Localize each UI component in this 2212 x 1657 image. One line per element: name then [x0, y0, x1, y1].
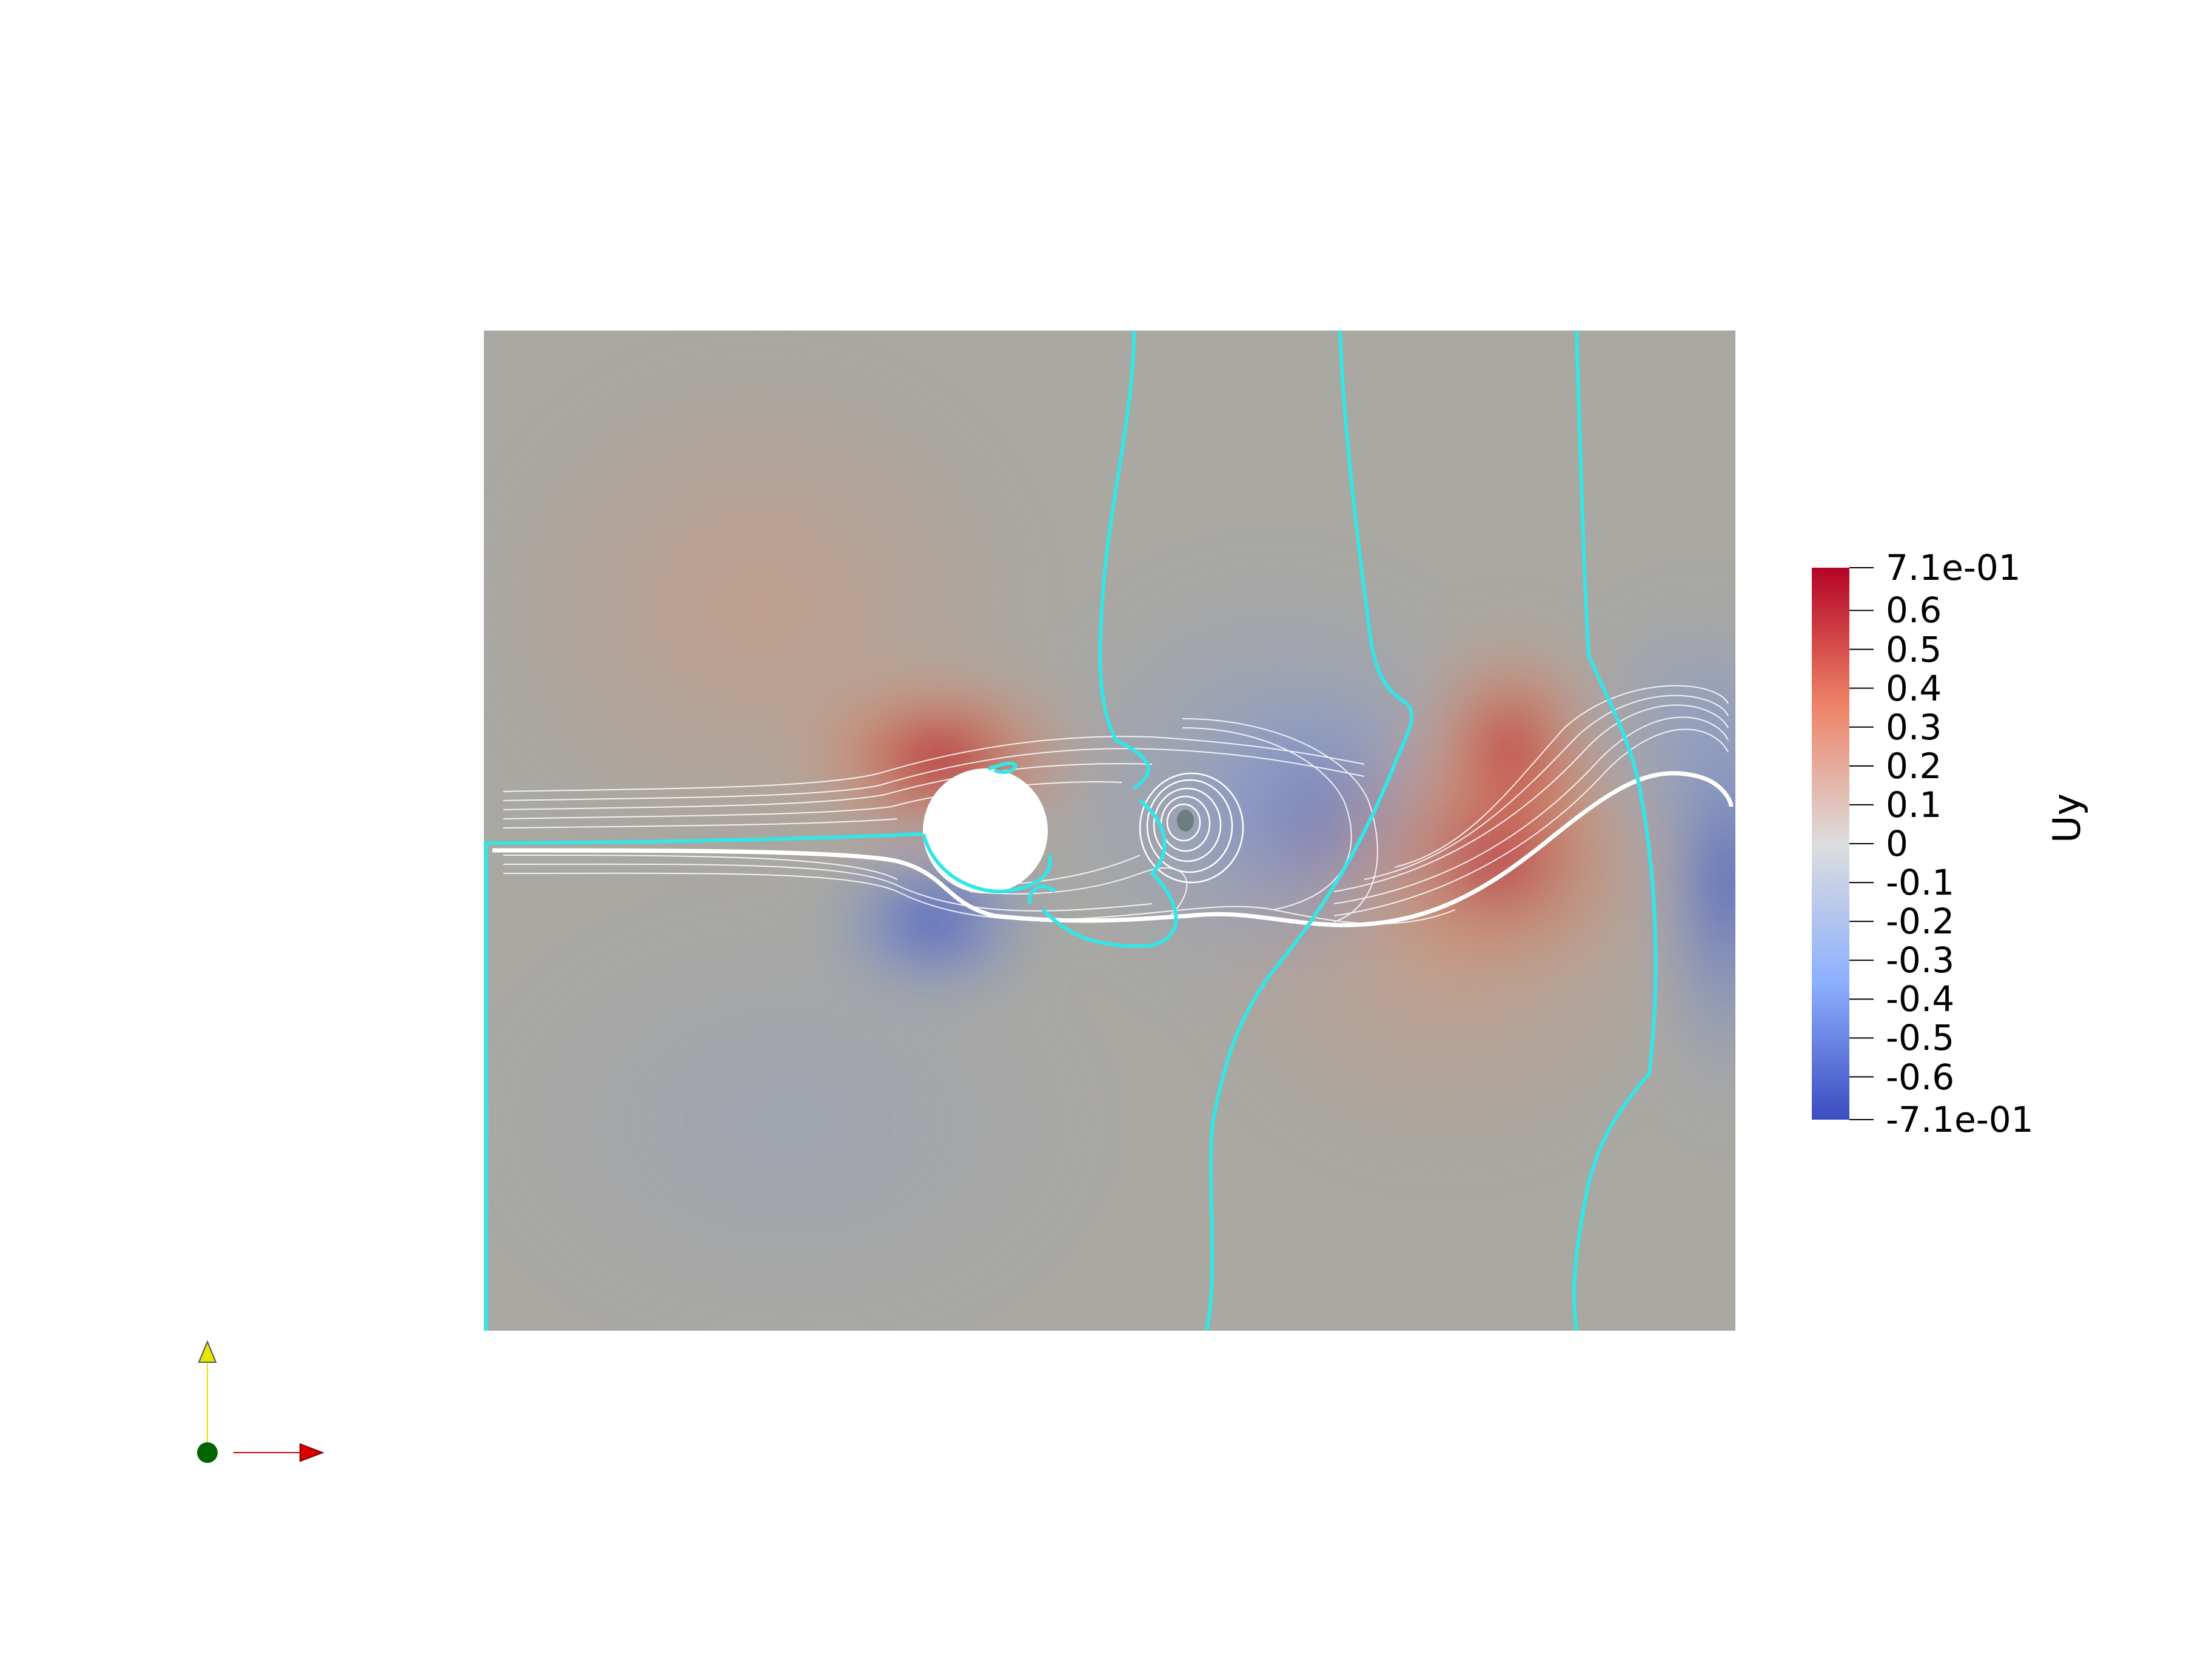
y-axis-arrow-icon	[198, 1340, 217, 1363]
colorbar-tick-label: -0.4	[1886, 978, 1955, 1020]
vortex-core	[1177, 810, 1194, 832]
colorbar-tick-label: -0.2	[1886, 901, 1955, 943]
z-axis-origin-icon	[197, 1442, 218, 1463]
colorbar-tick-label: -7.1e-01	[1886, 1099, 2034, 1140]
main-streamline	[492, 771, 1734, 927]
cylinder-contour	[922, 833, 1052, 894]
cylinder-obstacle	[923, 768, 1048, 893]
colorbar-tick-label: 0.6	[1886, 590, 1942, 631]
colorbar-tick-label: 0.4	[1886, 667, 1942, 709]
orientation-axes[interactable]	[197, 1340, 324, 1463]
colorbar-tick-label: -0.5	[1886, 1017, 1955, 1059]
cylinder-top-contour	[987, 761, 1018, 775]
x-axis-arrow-icon	[300, 1443, 324, 1462]
colorbar-tick-label: -0.3	[1886, 939, 1955, 981]
colorbar-tick-label: 0.1	[1886, 784, 1942, 825]
colorbar-ticks	[1849, 567, 1874, 1120]
vortex-streamlines	[1139, 772, 1244, 884]
colorbar-tick-label: 0.5	[1886, 628, 1942, 670]
colorbar-tick-label: 0.2	[1886, 745, 1942, 787]
colorbar-tick-label: 0	[1886, 823, 1908, 864]
colorbar-gradient	[1812, 568, 1849, 1120]
colorbar-tick-label: -0.1	[1886, 862, 1955, 904]
colorbar-title: Uy	[2045, 793, 2089, 843]
zero-contour-lines	[484, 331, 1658, 1331]
colorbar-tick-label: 0.3	[1886, 706, 1942, 748]
streamlines	[503, 685, 1729, 925]
flow-domain	[484, 331, 1735, 1331]
colorbar-tick-label: -0.6	[1886, 1056, 1955, 1098]
colorbar-tick-label: 7.1e-01	[1886, 547, 2021, 588]
